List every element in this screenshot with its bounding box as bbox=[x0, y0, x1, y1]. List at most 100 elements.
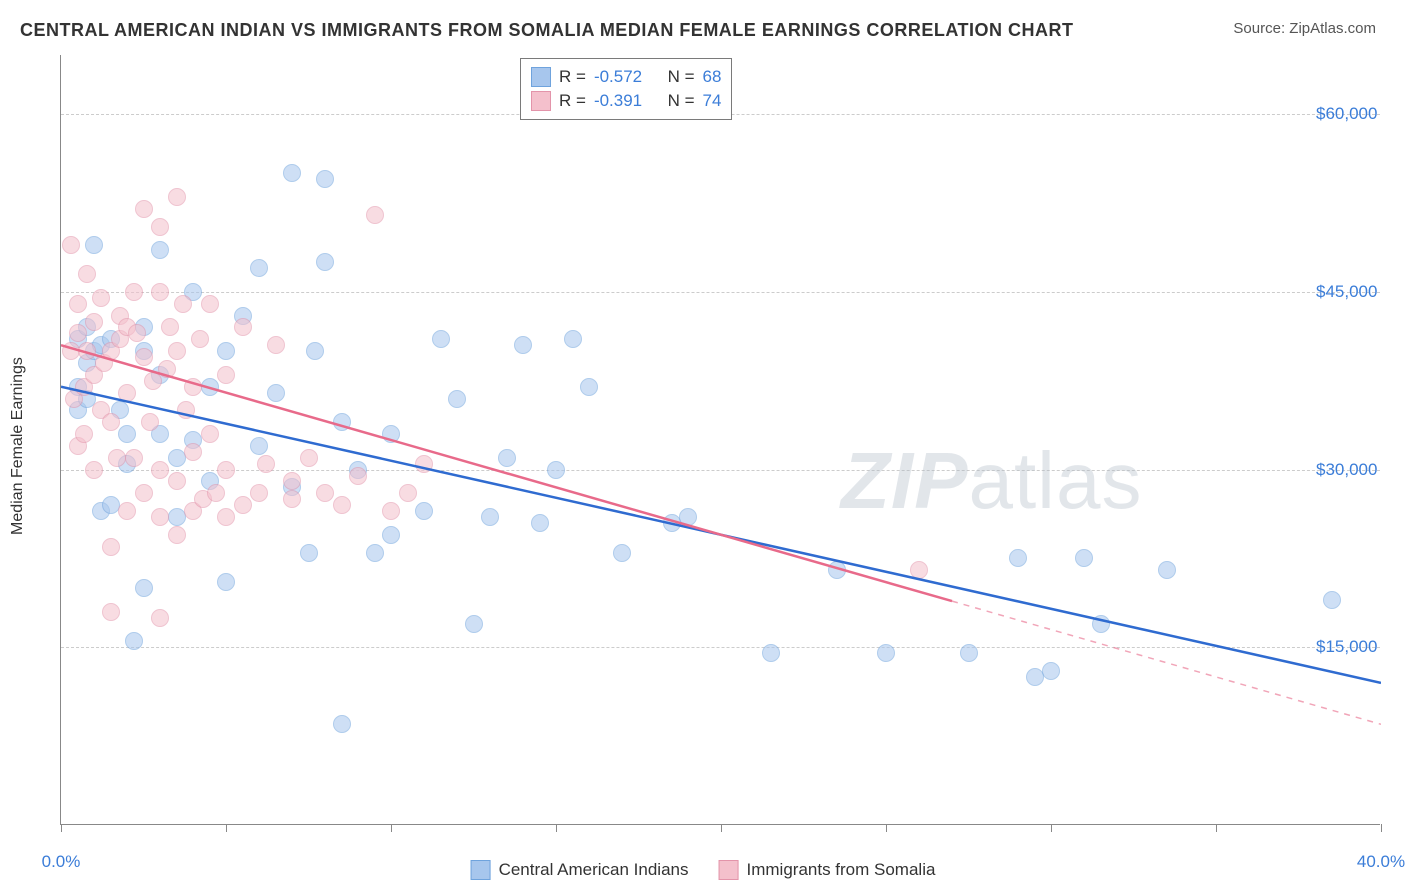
y-tick-label: $60,000 bbox=[1316, 104, 1377, 124]
scatter-point bbox=[257, 455, 275, 473]
scatter-point bbox=[217, 366, 235, 384]
scatter-point bbox=[465, 615, 483, 633]
stats-row: R =-0.391 N =74 bbox=[531, 89, 721, 113]
scatter-point bbox=[366, 544, 384, 562]
scatter-point bbox=[333, 413, 351, 431]
stat-n-value: 74 bbox=[703, 91, 722, 111]
scatter-point bbox=[217, 342, 235, 360]
legend-swatch bbox=[471, 860, 491, 880]
scatter-point bbox=[448, 390, 466, 408]
x-tick-label: 40.0% bbox=[1357, 852, 1405, 872]
scatter-point bbox=[201, 378, 219, 396]
scatter-point bbox=[125, 449, 143, 467]
scatter-point bbox=[128, 324, 146, 342]
scatter-point bbox=[679, 508, 697, 526]
scatter-point bbox=[300, 544, 318, 562]
scatter-point bbox=[333, 496, 351, 514]
scatter-point bbox=[78, 342, 96, 360]
bottom-legend: Central American IndiansImmigrants from … bbox=[471, 860, 936, 880]
x-tick-mark bbox=[556, 824, 557, 832]
scatter-point bbox=[168, 472, 186, 490]
source-link[interactable]: ZipAtlas.com bbox=[1289, 20, 1376, 37]
scatter-point bbox=[75, 425, 93, 443]
scatter-point bbox=[432, 330, 450, 348]
y-tick-label: $45,000 bbox=[1316, 282, 1377, 302]
stat-r-label: R = bbox=[559, 91, 586, 111]
scatter-point bbox=[1075, 549, 1093, 567]
scatter-point bbox=[174, 295, 192, 313]
scatter-point bbox=[118, 425, 136, 443]
stat-r-label: R = bbox=[559, 67, 586, 87]
x-tick-mark bbox=[1216, 824, 1217, 832]
scatter-point bbox=[399, 484, 417, 502]
scatter-point bbox=[102, 496, 120, 514]
scatter-point bbox=[762, 644, 780, 662]
scatter-point bbox=[135, 484, 153, 502]
scatter-point bbox=[102, 413, 120, 431]
source-label: Source: bbox=[1233, 20, 1289, 37]
stats-legend-box: R =-0.572 N =68R =-0.391 N =74 bbox=[520, 58, 732, 120]
scatter-point bbox=[168, 449, 186, 467]
scatter-point bbox=[151, 241, 169, 259]
legend-item: Central American Indians bbox=[471, 860, 689, 880]
scatter-point bbox=[250, 259, 268, 277]
scatter-point bbox=[283, 472, 301, 490]
scatter-point bbox=[316, 484, 334, 502]
scatter-point bbox=[201, 425, 219, 443]
scatter-point bbox=[161, 318, 179, 336]
scatter-point bbox=[141, 413, 159, 431]
scatter-point bbox=[300, 449, 318, 467]
stat-n-label: N = bbox=[668, 67, 695, 87]
scatter-point bbox=[158, 360, 176, 378]
gridline bbox=[61, 292, 1380, 293]
scatter-point bbox=[316, 253, 334, 271]
scatter-point bbox=[1323, 591, 1341, 609]
data-region bbox=[61, 55, 1380, 824]
x-tick-mark bbox=[721, 824, 722, 832]
x-tick-mark bbox=[1051, 824, 1052, 832]
scatter-point bbox=[191, 330, 209, 348]
x-tick-mark bbox=[61, 824, 62, 832]
scatter-point bbox=[118, 502, 136, 520]
scatter-point bbox=[613, 544, 631, 562]
chart-title: CENTRAL AMERICAN INDIAN VS IMMIGRANTS FR… bbox=[20, 20, 1073, 41]
scatter-point bbox=[118, 384, 136, 402]
scatter-point bbox=[382, 425, 400, 443]
scatter-point bbox=[382, 502, 400, 520]
scatter-point bbox=[151, 461, 169, 479]
scatter-point bbox=[250, 437, 268, 455]
scatter-point bbox=[135, 200, 153, 218]
stat-r-value: -0.391 bbox=[594, 91, 642, 111]
scatter-point bbox=[207, 484, 225, 502]
scatter-point bbox=[168, 342, 186, 360]
scatter-point bbox=[267, 336, 285, 354]
y-tick-label: $15,000 bbox=[1316, 637, 1377, 657]
scatter-point bbox=[151, 508, 169, 526]
gridline bbox=[61, 647, 1380, 648]
scatter-point bbox=[217, 461, 235, 479]
scatter-point bbox=[1158, 561, 1176, 579]
scatter-point bbox=[283, 490, 301, 508]
scatter-point bbox=[250, 484, 268, 502]
scatter-point bbox=[1009, 549, 1027, 567]
scatter-point bbox=[102, 538, 120, 556]
scatter-point bbox=[267, 384, 285, 402]
x-tick-mark bbox=[226, 824, 227, 832]
scatter-point bbox=[1092, 615, 1110, 633]
watermark: ZIPatlas bbox=[841, 435, 1142, 527]
scatter-point bbox=[531, 514, 549, 532]
scatter-point bbox=[168, 188, 186, 206]
scatter-point bbox=[366, 206, 384, 224]
scatter-point bbox=[828, 561, 846, 579]
legend-swatch bbox=[719, 860, 739, 880]
x-tick-mark bbox=[1381, 824, 1382, 832]
scatter-point bbox=[306, 342, 324, 360]
legend-swatch bbox=[531, 67, 551, 87]
scatter-point bbox=[415, 502, 433, 520]
x-tick-mark bbox=[886, 824, 887, 832]
scatter-point bbox=[283, 164, 301, 182]
scatter-point bbox=[234, 496, 252, 514]
scatter-point bbox=[580, 378, 598, 396]
scatter-point bbox=[78, 265, 96, 283]
scatter-point bbox=[382, 526, 400, 544]
